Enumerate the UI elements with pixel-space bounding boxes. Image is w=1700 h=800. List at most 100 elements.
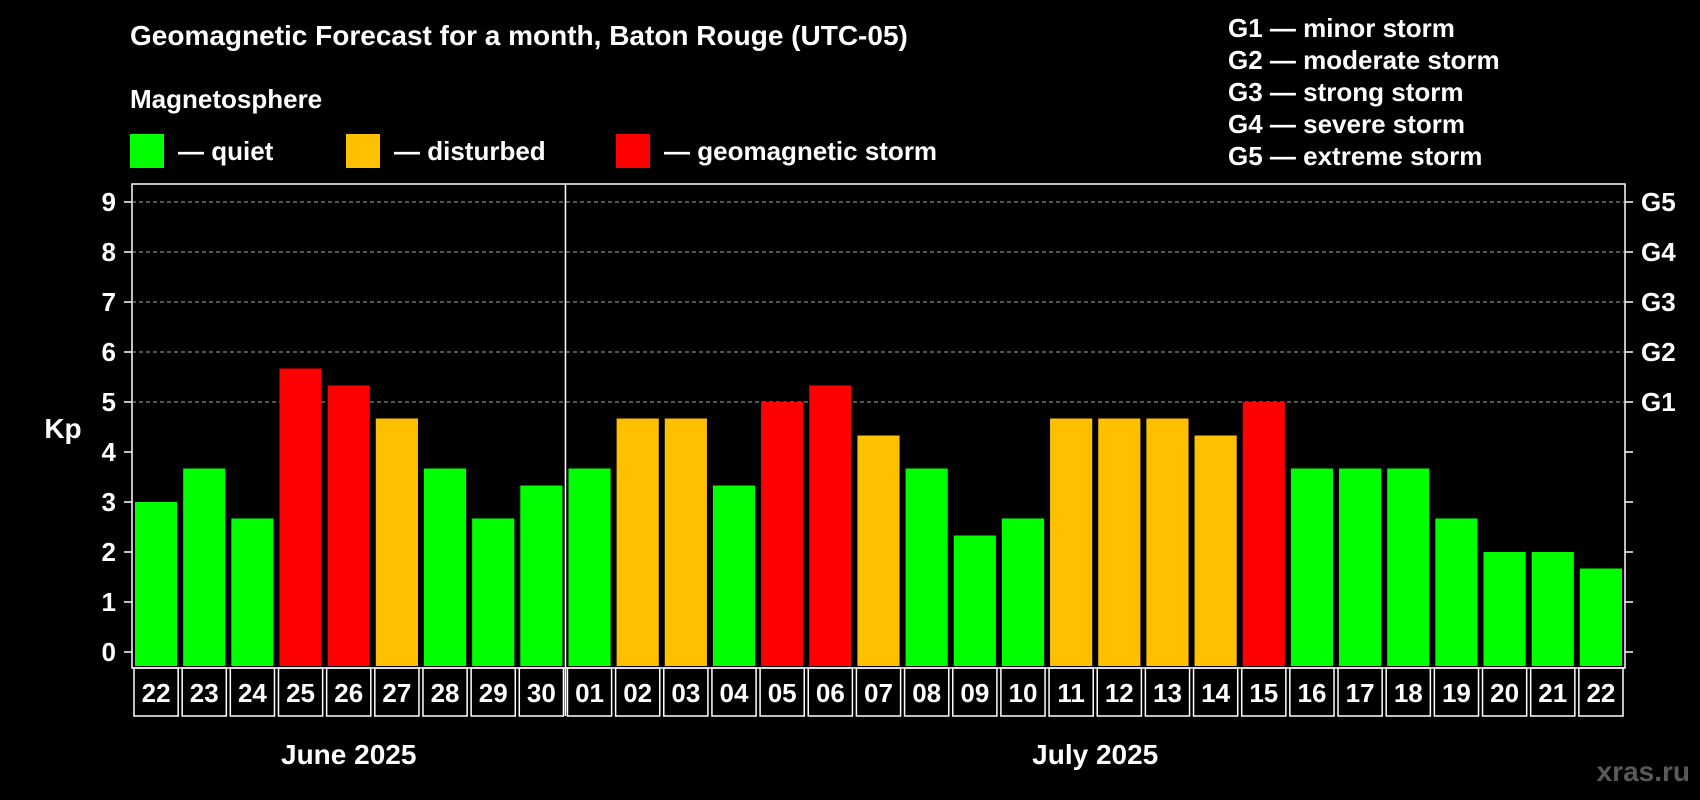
date-label-29: 21: [1538, 678, 1567, 708]
y-tick-label-6: 6: [102, 337, 116, 367]
date-cell-13: [759, 667, 806, 717]
storm-level-g1: G1 — minor storm: [1228, 13, 1455, 43]
bar-17: [953, 535, 996, 666]
date-cell-23: [1240, 667, 1287, 717]
date-cell-2: [229, 667, 276, 717]
date-label-30: 22: [1586, 678, 1615, 708]
right-axis-label-G3: G3: [1641, 287, 1676, 317]
bar-27: [1435, 518, 1478, 666]
date-label-8: 30: [527, 678, 556, 708]
date-label-13: 05: [768, 678, 797, 708]
date-label-19: 11: [1057, 678, 1085, 708]
date-label-25: 17: [1346, 678, 1375, 708]
month-label-0: June 2025: [281, 739, 416, 770]
date-cell-20: [1096, 667, 1143, 717]
date-label-21: 13: [1153, 678, 1182, 708]
date-cell-12: [711, 667, 757, 717]
y-tick-label-2: 2: [102, 537, 116, 567]
watermark: xras.ru: [1596, 756, 1690, 787]
storm-level-legend: G1 — minor storm G2 — moderate storm G3 …: [1228, 12, 1500, 172]
date-cell-17: [951, 667, 998, 717]
date-cell-27: [1433, 667, 1480, 717]
right-axis-label-G5: G5: [1641, 187, 1676, 217]
y-tick-label-9: 9: [102, 187, 116, 217]
date-label-17: 09: [960, 678, 989, 708]
y-tick-label-1: 1: [102, 587, 116, 617]
date-cell-28: [1481, 667, 1528, 717]
bar-12: [712, 485, 756, 666]
bar-15: [857, 435, 900, 666]
date-cell-15: [855, 667, 902, 717]
legend-label-storm: — geomagnetic storm: [664, 135, 938, 166]
date-cell-3: [277, 667, 324, 717]
date-label-15: 07: [864, 678, 893, 708]
legend-label-disturbed: — disturbed: [394, 135, 546, 166]
right-axis-label-G4: G4: [1641, 237, 1676, 267]
bar-2: [231, 518, 274, 666]
bar-30: [1579, 568, 1622, 666]
y-tick-label-8: 8: [102, 237, 116, 267]
date-cell-16: [903, 667, 950, 717]
date-cell-8: [518, 667, 565, 717]
right-axis-label-G2: G2: [1641, 337, 1676, 367]
bar-19: [1050, 418, 1093, 666]
date-cell-0: [133, 667, 179, 717]
month-label-1: July 2025: [1032, 739, 1158, 770]
date-cell-9: [566, 667, 613, 717]
bar-21: [1146, 418, 1189, 666]
date-label-4: 26: [334, 678, 363, 708]
date-label-26: 18: [1394, 678, 1423, 708]
date-label-22: 14: [1201, 678, 1230, 708]
date-label-2: 24: [238, 678, 267, 708]
date-label-9: 01: [575, 678, 604, 708]
storm-level-g5: G5 — extreme storm: [1228, 141, 1483, 171]
date-cell-10: [614, 667, 661, 717]
bar-25: [1339, 468, 1382, 666]
date-label-20: 12: [1105, 678, 1134, 708]
date-label-1: 23: [190, 678, 219, 708]
bar-23: [1242, 402, 1285, 666]
bar-0: [135, 502, 178, 666]
bar-3: [279, 368, 322, 666]
date-label-0: 22: [142, 678, 171, 708]
bar-29: [1531, 552, 1574, 666]
legend-label-quiet: — quiet: [178, 135, 274, 166]
bar-24: [1290, 468, 1334, 666]
bar-18: [1001, 518, 1045, 666]
date-label-28: 20: [1490, 678, 1519, 708]
bar-28: [1483, 552, 1526, 666]
date-label-10: 02: [623, 678, 652, 708]
date-cell-14: [807, 667, 854, 717]
date-cell-5: [374, 667, 420, 717]
legend-swatch-quiet: [130, 134, 164, 168]
bar-9: [568, 468, 611, 666]
bar-20: [1098, 418, 1141, 666]
date-cell-4: [325, 667, 372, 717]
date-label-24: 16: [1297, 678, 1326, 708]
date-cell-29: [1529, 667, 1576, 717]
date-cell-30: [1578, 667, 1624, 717]
date-cell-25: [1337, 667, 1383, 717]
right-axis-label-G1: G1: [1641, 387, 1676, 417]
bar-6: [423, 468, 467, 666]
y-tick-label-7: 7: [102, 287, 116, 317]
y-tick-label-4: 4: [102, 437, 117, 467]
bar-1: [183, 468, 226, 666]
legend-item-quiet: — quiet: [130, 134, 273, 168]
legend-heading: Magnetosphere: [130, 84, 323, 114]
y-tick-label-0: 0: [102, 637, 116, 667]
date-label-6: 28: [431, 678, 460, 708]
storm-level-g4: G4 — severe storm: [1228, 109, 1466, 139]
date-label-7: 29: [479, 678, 508, 708]
date-cell-1: [181, 667, 228, 717]
date-label-18: 10: [1009, 678, 1038, 708]
date-cell-11: [663, 667, 709, 717]
date-cell-19: [1048, 667, 1094, 717]
legend-item-storm: — geomagnetic storm: [616, 134, 937, 168]
date-label-11: 03: [671, 678, 700, 708]
bar-13: [761, 402, 804, 666]
legend-swatch-storm: [616, 134, 650, 168]
bar-4: [327, 385, 370, 666]
bar-22: [1194, 435, 1237, 666]
